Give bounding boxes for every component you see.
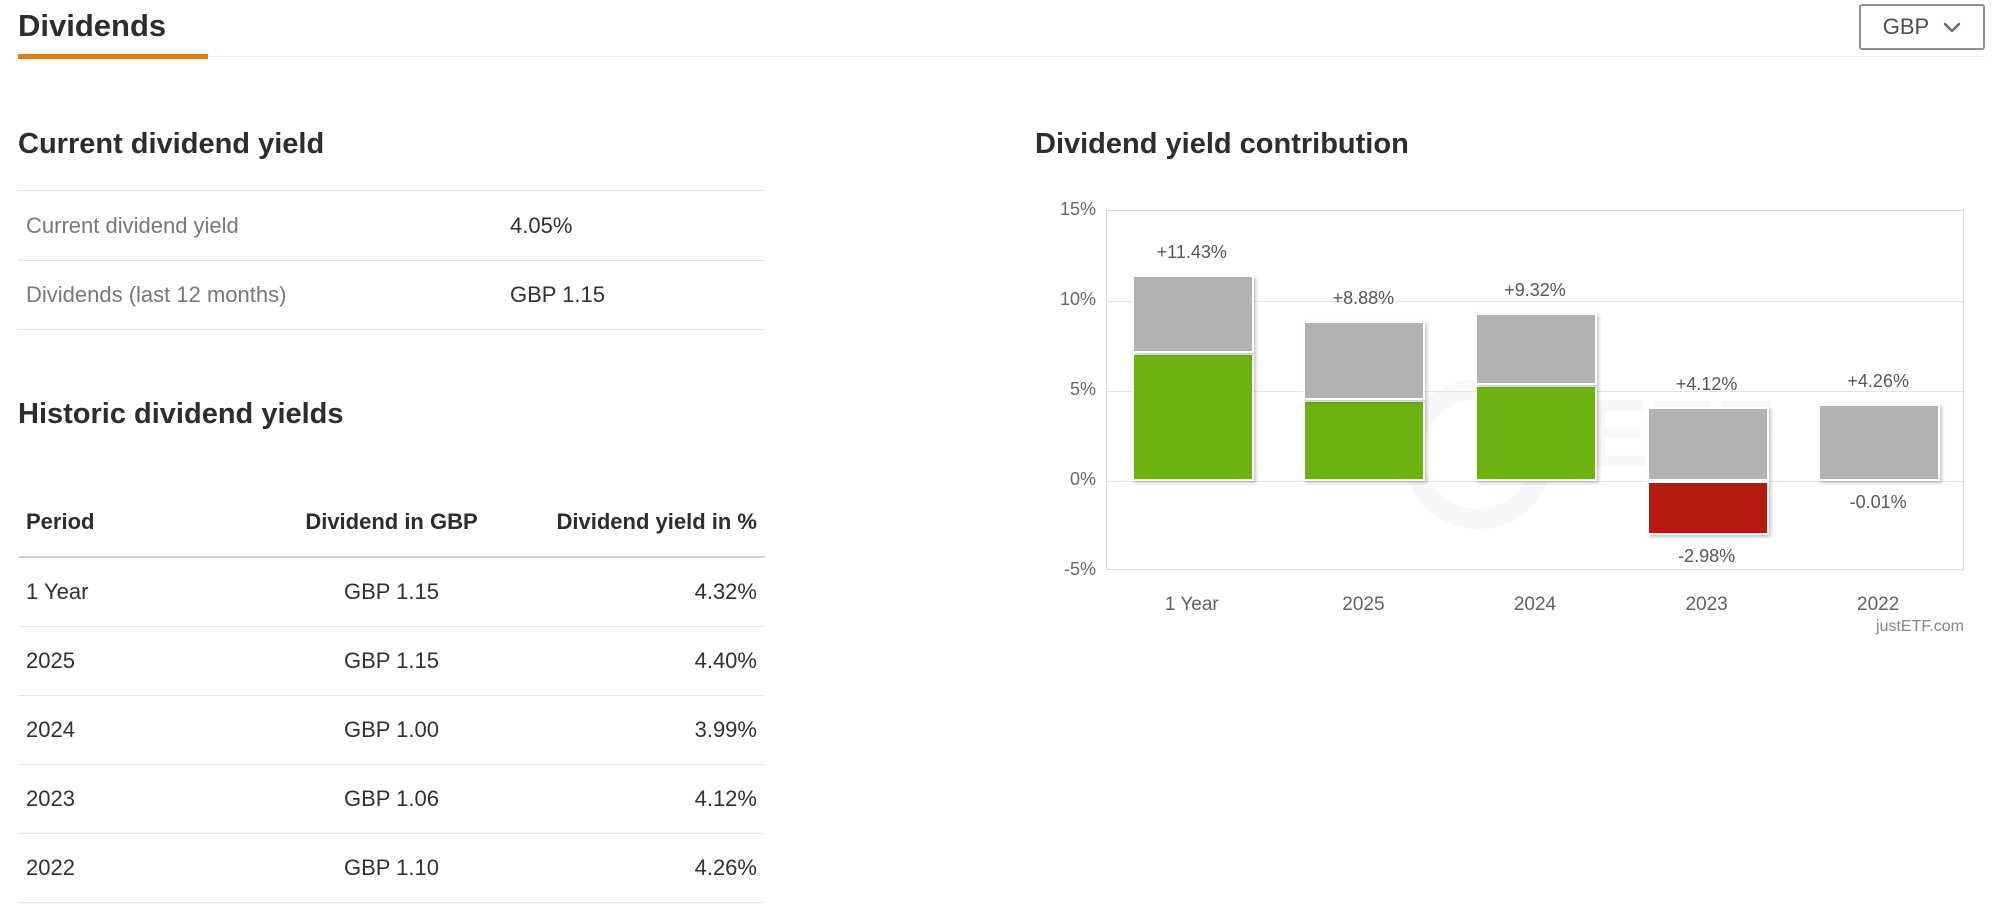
x-axis-category-label: 1 Year	[1164, 594, 1219, 615]
bar-total-label: +4.12%	[1675, 373, 1738, 394]
table-row: 2022 GBP 1.10 4.26%	[18, 834, 765, 903]
bar-segment-price-return-positive-2024[interactable]	[1475, 385, 1597, 481]
row-value: GBP 1.15	[510, 282, 605, 307]
bar-segment-price-return-positive-1-year[interactable]	[1131, 353, 1254, 481]
table-row: 2024 GBP 1.00 3.99%	[18, 696, 765, 765]
cell-dividend: GBP 1.15	[343, 648, 439, 673]
table-row: Dividends (last 12 months) GBP 1.15	[18, 260, 765, 330]
cell-period: 1 Year	[26, 579, 89, 604]
title-divider-accent	[18, 54, 208, 59]
historic-yields-heading: Historic dividend yields	[18, 398, 344, 430]
y-axis-tick-label: 10%	[1059, 289, 1096, 309]
table-row: 2025 GBP 1.15 4.40%	[18, 627, 765, 696]
column-header-period: Period	[26, 509, 95, 534]
row-label: Current dividend yield	[26, 212, 239, 238]
bar-negative-label: -2.98%	[1678, 545, 1736, 566]
cell-yield: 4.32%	[694, 579, 757, 604]
current-yield-heading: Current dividend yield	[18, 128, 325, 160]
column-header-yield: Dividend yield in %	[556, 509, 757, 534]
table-row: 1 Year GBP 1.15 4.32%	[18, 558, 765, 627]
x-axis-category-label: 2022	[1857, 594, 1900, 615]
bar-total-label: +8.88%	[1332, 288, 1395, 309]
current-yield-table: Current dividend yield 4.05% Dividends (…	[18, 190, 765, 330]
gridline	[1107, 300, 1963, 302]
cell-dividend: GBP 1.06	[343, 786, 439, 811]
cell-period: 2024	[26, 717, 75, 742]
bar-total-label: +4.26%	[1847, 371, 1909, 392]
cell-dividend: GBP 1.15	[343, 579, 439, 604]
cell-yield: 3.99%	[694, 717, 757, 742]
currency-dropdown[interactable]: GBP	[1859, 4, 1985, 50]
bar-segment-price-return-positive-2025[interactable]	[1303, 400, 1426, 481]
bar-segment-price-return-negative-2023[interactable]	[1646, 481, 1769, 535]
title-divider	[18, 56, 1985, 57]
cell-dividend: GBP 1.10	[343, 855, 439, 880]
y-axis-tick-label: -5%	[1063, 559, 1096, 579]
bar-total-label: +11.43%	[1156, 242, 1227, 263]
cell-period: 2022	[26, 855, 75, 880]
column-header-dividend: Dividend in GBP	[305, 509, 478, 534]
y-axis-tick-label: 5%	[1069, 379, 1096, 399]
bar-segment-dividend-yield-2023[interactable]	[1646, 406, 1769, 481]
bar-segment-dividend-yield-2022[interactable]	[1818, 404, 1941, 481]
currency-dropdown-value: GBP	[1882, 14, 1930, 39]
row-label: Dividends (last 12 months)	[26, 282, 287, 307]
bar-segment-dividend-yield-1-year[interactable]	[1131, 275, 1254, 353]
cell-yield: 4.40%	[694, 648, 757, 673]
bar-total-label: +9.32%	[1504, 280, 1566, 301]
x-axis-category-label: 2024	[1513, 594, 1557, 615]
y-axis-tick-label: 15%	[1059, 199, 1096, 219]
table-header-row: Period Dividend in GBP Dividend yield in…	[18, 488, 765, 558]
table-row: Current dividend yield 4.05%	[18, 190, 765, 260]
chart-title: Dividend yield contribution	[1035, 128, 1409, 160]
row-value: 4.05%	[510, 212, 573, 238]
page-title: Dividends	[18, 8, 167, 43]
chevron-down-icon	[1943, 14, 1961, 40]
cell-dividend: GBP 1.00	[343, 717, 439, 742]
historic-yields-table: Period Dividend in GBP Dividend yield in…	[18, 488, 765, 903]
table-row: 2023 GBP 1.06 4.12%	[18, 765, 765, 834]
cell-yield: 4.12%	[694, 786, 757, 811]
cell-period: 2025	[26, 648, 75, 673]
y-axis-tick-label: 0%	[1069, 469, 1096, 489]
gridline	[1107, 480, 1963, 482]
cell-period: 2023	[26, 786, 75, 811]
bar-segment-dividend-yield-2024[interactable]	[1475, 313, 1597, 386]
x-axis-category-label: 2023	[1685, 594, 1728, 615]
bar-segment-dividend-yield-2025[interactable]	[1303, 321, 1426, 401]
bar-negative-label: -0.01%	[1849, 492, 1907, 513]
x-axis-category-label: 2025	[1342, 594, 1385, 615]
cell-yield: 4.26%	[694, 855, 757, 880]
justetf-attribution: justETF.com	[1875, 618, 1964, 635]
chart-plot-area: ETF	[1106, 210, 1964, 570]
